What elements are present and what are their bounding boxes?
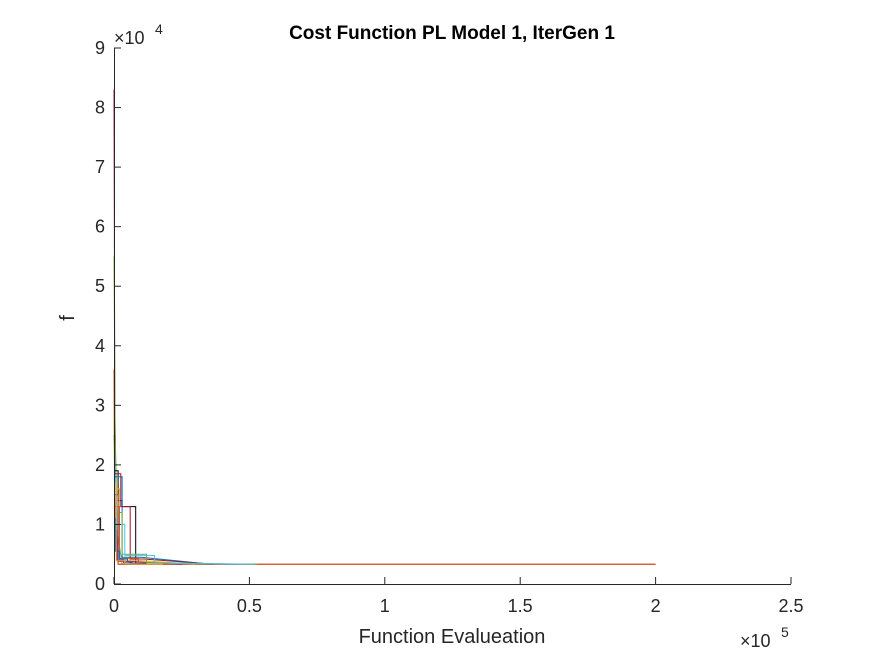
y-axis-exponent-power: 4 [155, 21, 163, 37]
y-tick-label: 8 [95, 98, 105, 118]
x-axis-exponent-power: 5 [781, 624, 789, 640]
y-tick-label: 1 [95, 514, 105, 534]
series-line-15 [114, 482, 163, 565]
x-tick-label: 2 [651, 596, 661, 616]
series-line-9 [114, 473, 215, 565]
x-tick-label: 2.5 [778, 596, 803, 616]
series-line-6 [114, 476, 212, 565]
y-tick-label: 0 [95, 574, 105, 594]
y-tick-label: 4 [95, 336, 105, 356]
y-tick-label: 9 [95, 38, 105, 58]
x-tick-label: 0.5 [237, 596, 262, 616]
x-tick-label: 1.5 [508, 596, 533, 616]
x-tick-label: 0 [109, 596, 119, 616]
x-tick-label: 1 [380, 596, 390, 616]
x-axis-exponent-base: ×10 [740, 631, 771, 651]
y-axis-ticks: 0 1 2 3 4 5 6 7 8 9 [95, 38, 121, 594]
y-tick-label: 7 [95, 157, 105, 177]
y-tick-label: 6 [95, 217, 105, 237]
y-tick-label: 3 [95, 395, 105, 415]
y-tick-label: 2 [95, 455, 105, 475]
y-tick-label: 5 [95, 276, 105, 296]
y-axis-exponent-base: ×10 [114, 28, 145, 48]
y-axis-label: f [57, 315, 79, 321]
x-axis-label: Function Evalueation [359, 626, 546, 648]
chart-title: Cost Function PL Model 1, IterGen 1 [289, 23, 615, 44]
x-axis-ticks: 0 0.5 1 1.5 2 2.5 [109, 577, 804, 616]
series-line-11 [114, 523, 255, 565]
